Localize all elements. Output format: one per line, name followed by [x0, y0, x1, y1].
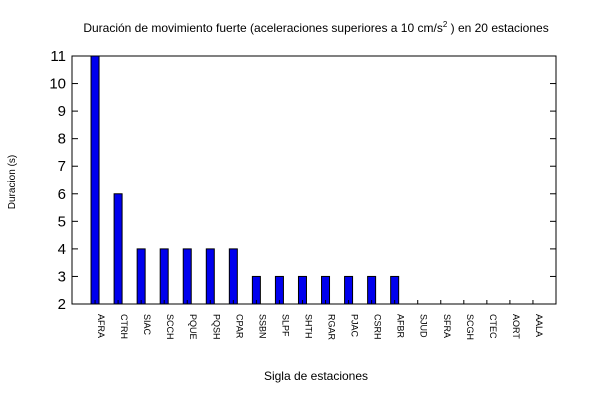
x-tick-label: CTEC: [488, 314, 498, 339]
x-tick-label: AORT: [511, 314, 521, 339]
x-tick-label: SJUD: [419, 314, 429, 338]
y-tick-label: 11: [50, 48, 66, 65]
bar-slpf: [274, 275, 284, 305]
bar-afra: [90, 55, 100, 305]
x-tick-label: AFRA: [96, 314, 106, 338]
bar-csrh: [367, 275, 377, 305]
x-tick-label: SCCH: [165, 314, 175, 340]
bar-siac: [136, 248, 146, 305]
plot-frame: [71, 55, 557, 305]
bar-afbr: [390, 275, 400, 305]
y-tick-label: 10: [49, 76, 66, 93]
y-tick-label: 5: [58, 213, 66, 230]
x-tick-label: SIAC: [142, 314, 152, 336]
y-tick-label: 8: [58, 131, 66, 148]
y-ticks-group: 2 3 4 5 6 7 8 9 10 11: [49, 48, 556, 313]
x-tick-label: AALA: [534, 314, 544, 337]
y-tick-label: 9: [58, 103, 66, 120]
x-tick-label: AFBR: [396, 314, 406, 339]
y-tick-label: 6: [58, 186, 66, 203]
y-tick-label: 2: [58, 296, 66, 313]
chart-title: Duración de movimiento fuerte (aceleraci…: [83, 20, 548, 35]
bars-group: [90, 55, 400, 305]
bar-rgar: [321, 275, 331, 305]
bar-ctrh: [113, 193, 123, 305]
bar-cpar: [228, 248, 238, 305]
x-tick-label: RGAR: [327, 314, 337, 341]
bar-ssbn: [251, 275, 261, 305]
x-tick-label: SCGH: [465, 314, 475, 340]
x-ticks-group: AFRA CTRH SIAC SCCH PQUE PQSH CPAR SSBN SLPF SHTH…: [94, 300, 544, 341]
bar-shth: [297, 275, 307, 305]
x-tick-label: PQSH: [211, 314, 221, 340]
x-tick-label: SSBN: [257, 314, 267, 339]
y-tick-label: 4: [58, 241, 66, 258]
x-tick-label: PQUE: [188, 314, 198, 340]
bar-pjac: [344, 275, 354, 305]
x-axis-label: Sigla de estaciones: [264, 369, 368, 383]
x-tick-label: CPAR: [234, 314, 244, 339]
x-tick-label: SLPF: [280, 314, 290, 337]
x-tick-label: SFRA: [442, 314, 452, 338]
x-tick-label: CTRH: [119, 314, 129, 339]
y-tick-label: 3: [58, 268, 66, 285]
x-tick-label: PJAC: [350, 314, 360, 338]
bar-pque: [182, 248, 192, 305]
x-tick-label: SHTH: [303, 314, 313, 339]
bar-scch: [159, 248, 169, 305]
bar-pqsh: [205, 248, 215, 305]
y-tick-label: 7: [58, 158, 66, 175]
x-tick-label: CSRH: [373, 314, 383, 340]
y-axis-label: Duracion (s): [7, 155, 18, 209]
